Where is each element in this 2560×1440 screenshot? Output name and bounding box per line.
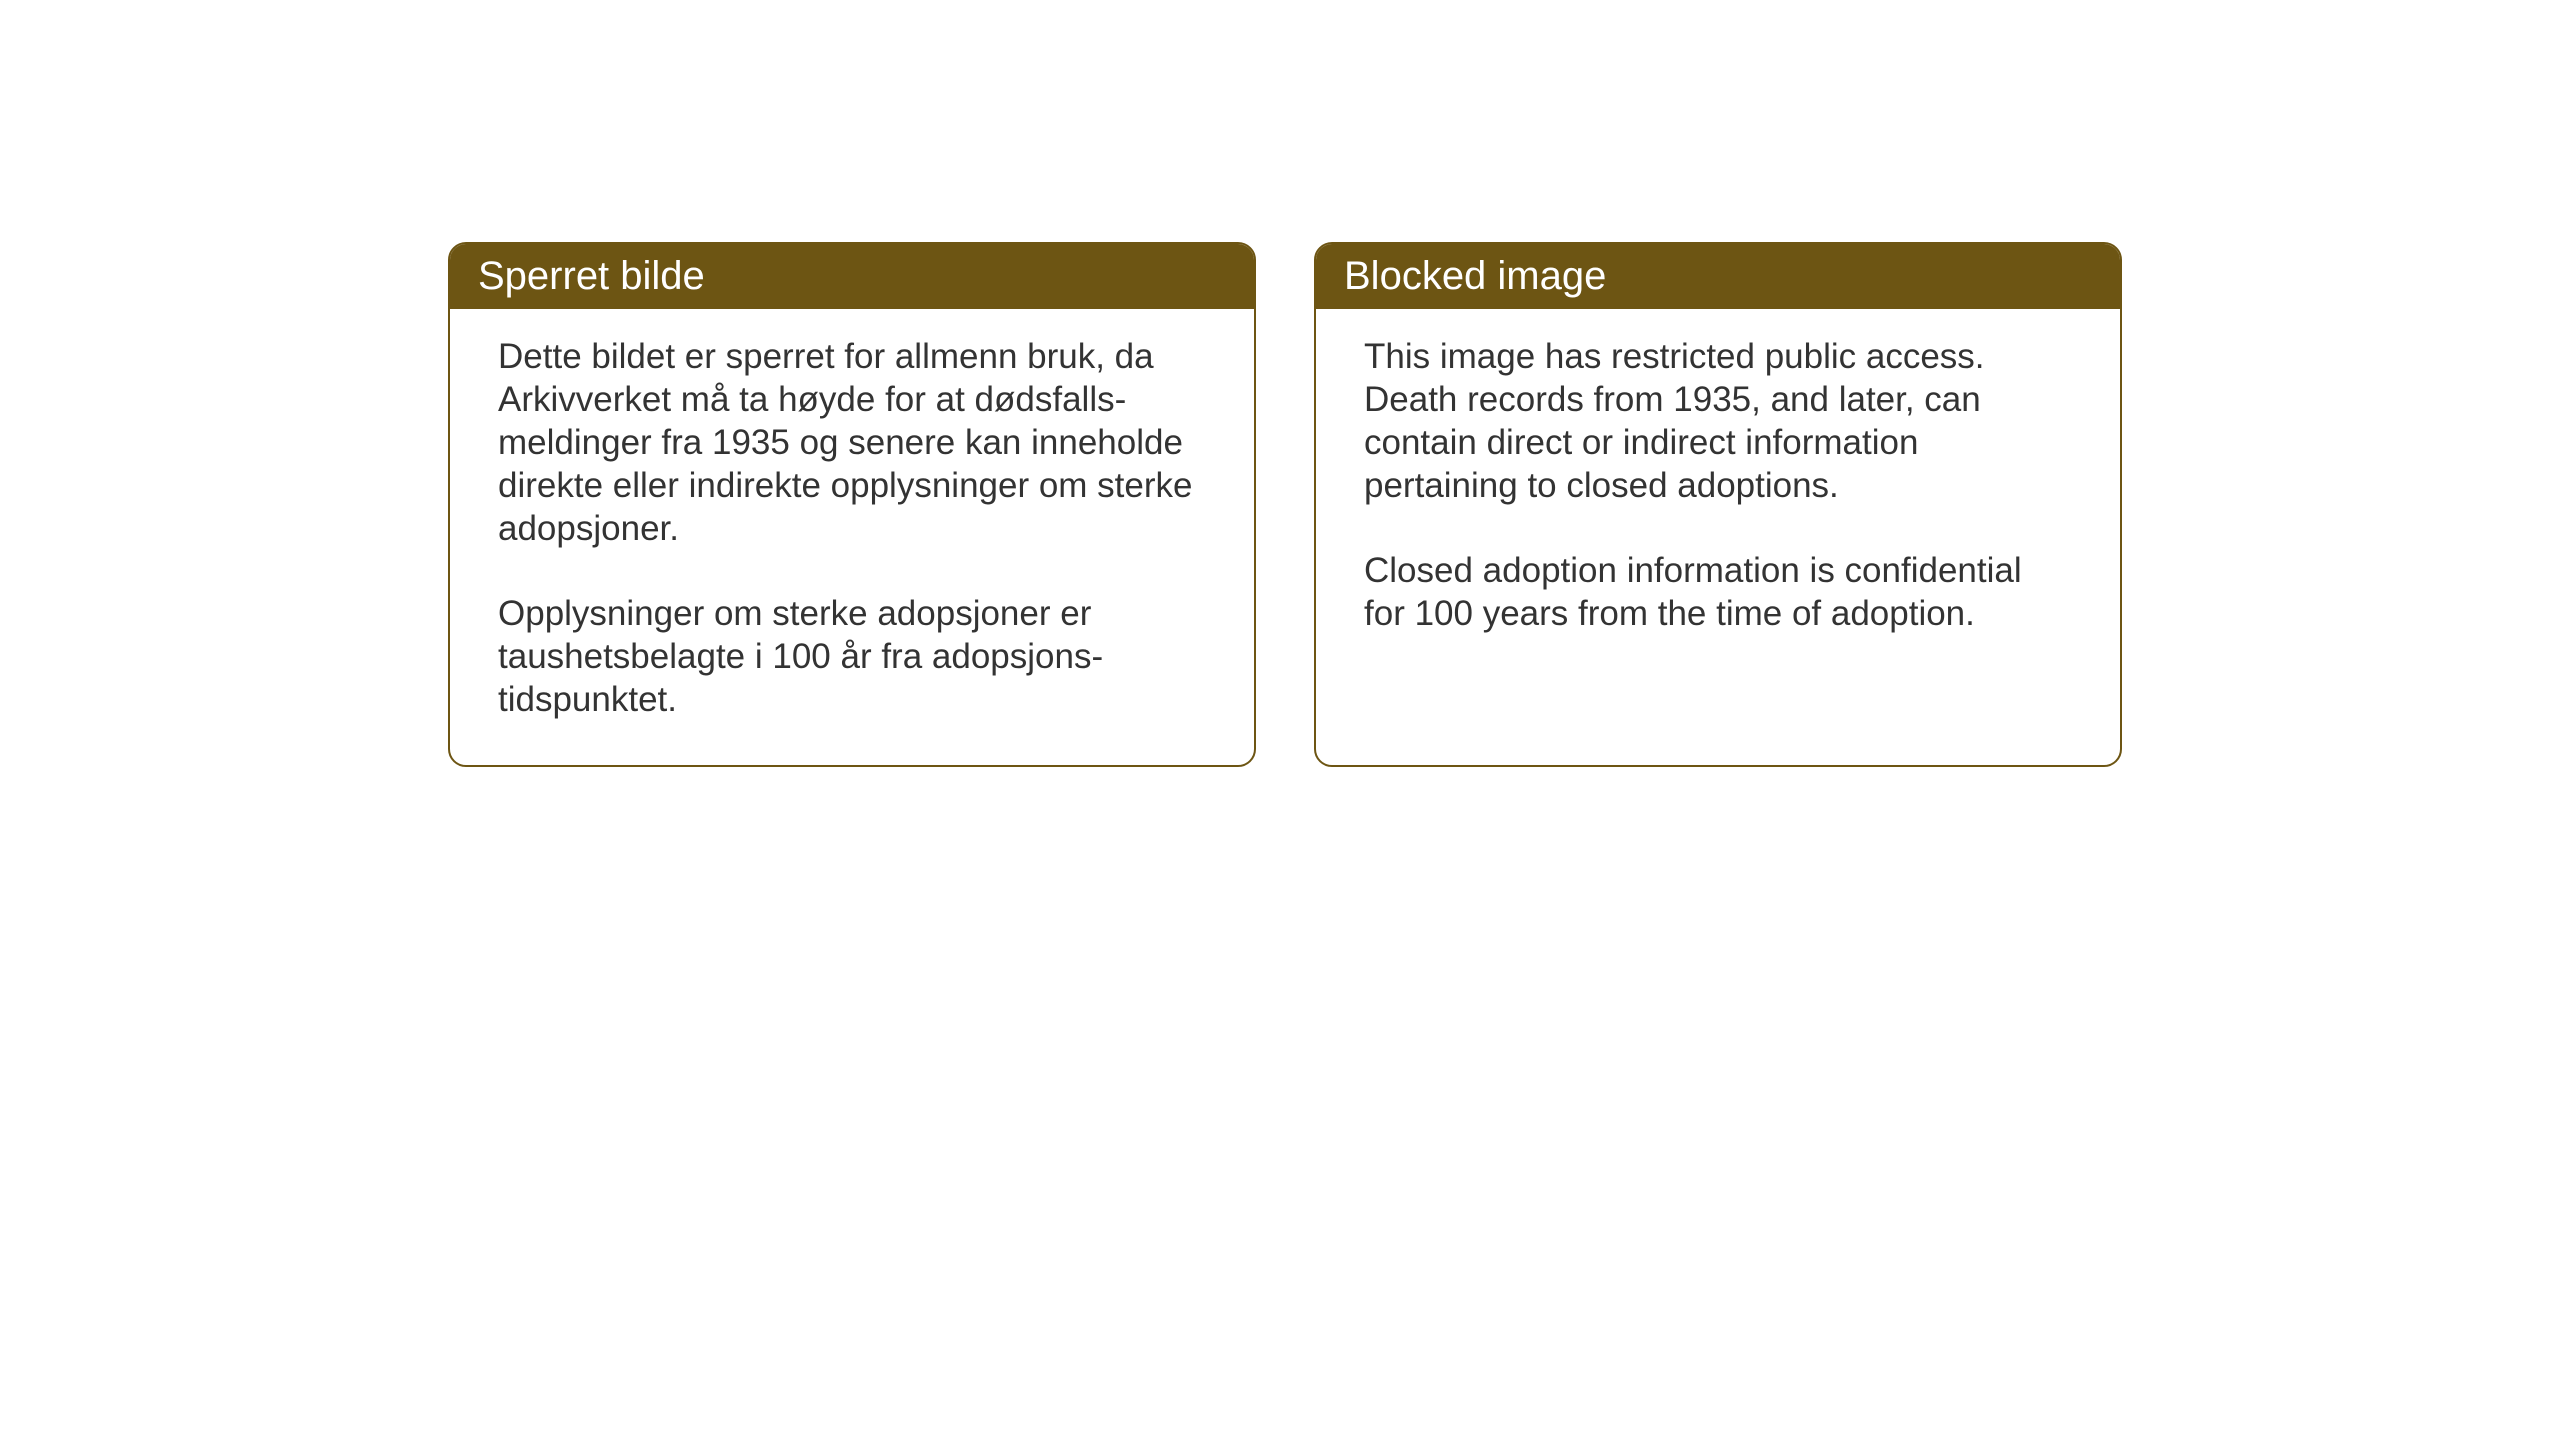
card-header-norwegian: Sperret bilde	[450, 244, 1254, 309]
card-body-norwegian: Dette bildet er sperret for allmenn bruk…	[450, 309, 1254, 765]
card-english: Blocked image This image has restricted …	[1314, 242, 2122, 767]
card-body-english: This image has restricted public access.…	[1316, 309, 2120, 679]
card-header-english: Blocked image	[1316, 244, 2120, 309]
card-title: Blocked image	[1344, 254, 1606, 298]
card-paragraph: Closed adoption information is confident…	[1364, 549, 2072, 635]
card-paragraph: Opplysninger om sterke adopsjoner er tau…	[498, 592, 1206, 721]
cards-container: Sperret bilde Dette bildet er sperret fo…	[448, 242, 2122, 767]
card-title: Sperret bilde	[478, 254, 705, 298]
card-paragraph: This image has restricted public access.…	[1364, 335, 2072, 507]
card-paragraph: Dette bildet er sperret for allmenn bruk…	[498, 335, 1206, 550]
card-norwegian: Sperret bilde Dette bildet er sperret fo…	[448, 242, 1256, 767]
